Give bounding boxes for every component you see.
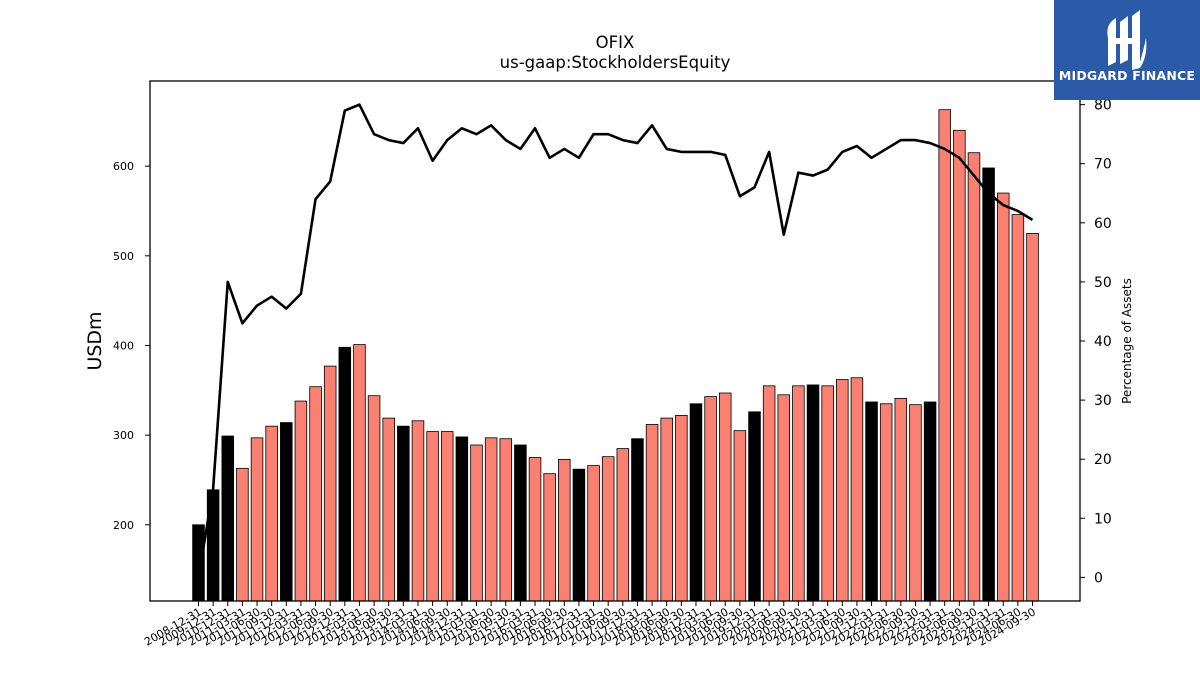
bar [865,401,878,602]
bar [1011,214,1025,602]
y-tick-label: 400 [113,339,134,352]
bar [675,415,688,602]
bar [645,423,659,602]
brand-logo: MIDGARD FINANCE [1054,0,1200,100]
bar [397,425,410,602]
bar [601,456,615,602]
midgard-logo-icon [1107,10,1147,70]
y2-tick-label: 20 [1094,452,1112,468]
bar [996,192,1010,602]
bar [221,435,235,602]
bar [543,473,556,602]
bar [455,436,469,602]
y-axis-left: 200 300 400 500 600 [113,160,150,532]
bar [748,411,761,602]
line-layer [197,103,1034,578]
y-axis-label: USDm [84,311,106,370]
bar [909,404,922,602]
bar [338,346,352,602]
bar [309,386,322,602]
bar [953,129,966,602]
bar [353,344,366,602]
bar [192,524,205,602]
y-tick-label: 200 [113,519,134,532]
bar [382,417,395,602]
y2-tick-label: 50 [1094,275,1112,291]
y2-tick-label: 10 [1094,511,1112,527]
chart-subtitle: us-gaap:StockholdersEquity [500,53,731,72]
bar [777,394,791,602]
bar [836,379,849,602]
bar [280,422,293,602]
bar [733,430,747,602]
bar [484,437,498,602]
bar [879,403,893,602]
bar [631,438,644,602]
bar [982,167,995,602]
bar [440,431,454,602]
bar [967,152,981,602]
bar [762,385,776,602]
bar [236,467,249,602]
bar [558,458,571,602]
bar [514,444,527,602]
bars-layer [192,109,1039,602]
bar [923,401,937,602]
y-axis-right: 0 10 20 30 40 50 60 70 80 [1080,98,1112,586]
bar [704,396,717,602]
y2-axis-label: Percentage of Assets [1120,278,1134,404]
bar [572,468,586,602]
bar [821,385,834,602]
bar [792,385,805,602]
y2-tick-label: 30 [1094,393,1112,409]
y-tick-label: 500 [113,250,134,263]
bar [528,457,542,602]
bar [470,444,483,602]
bar [894,397,908,602]
x-axis: 2008-12-312009-12-312010-12-312011-03-31… [142,601,1038,649]
y2-tick-label: 60 [1094,216,1112,232]
y2-tick-label: 70 [1094,157,1112,173]
bar [294,400,308,602]
bar [323,365,337,602]
logo-text: MIDGARD FINANCE [1058,68,1196,83]
bar [426,431,439,602]
y2-tick-label: 0 [1094,570,1103,586]
bar [850,377,864,602]
bar [689,403,703,602]
bar [660,417,673,602]
bar [806,384,820,602]
bar [616,448,630,602]
y2-tick-label: 80 [1094,98,1112,114]
bar [250,437,264,602]
chart-title: OFIX [596,33,635,52]
bar [938,109,951,602]
bar [499,438,513,602]
bar [265,425,278,602]
bar [1026,233,1039,602]
bar [718,392,732,602]
y-tick-label: 300 [113,429,134,442]
y-tick-label: 600 [113,160,134,173]
y2-tick-label: 40 [1094,334,1112,350]
bar [411,420,425,602]
bar [587,465,600,602]
percentage-line [197,103,1034,578]
bar [367,395,381,602]
